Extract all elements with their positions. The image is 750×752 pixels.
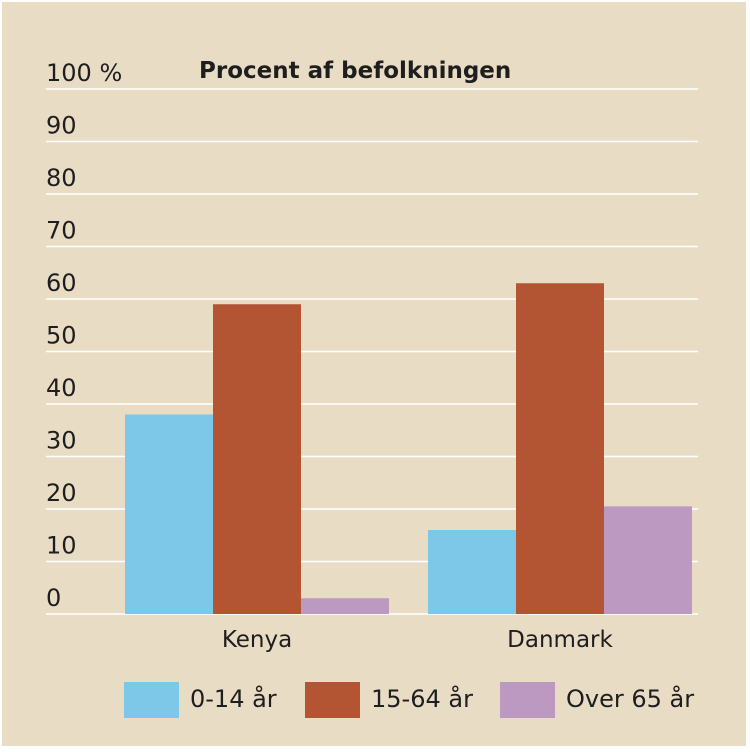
legend-swatch	[500, 682, 555, 718]
category-labels: Kenya Danmark	[222, 627, 614, 653]
legend: 0-14 år 15-64 år Over 65 år	[124, 682, 694, 718]
y-tick-label: 20	[46, 479, 77, 507]
category-label: Danmark	[507, 627, 613, 653]
category-label: Kenya	[222, 627, 292, 653]
bars	[125, 283, 692, 614]
legend-label: 0-14 år	[190, 684, 277, 713]
legend-swatch	[305, 682, 360, 718]
bar-danmark-series-3	[604, 506, 692, 614]
y-tick-label: 40	[46, 374, 77, 402]
y-tick-label: 60	[46, 269, 77, 297]
y-tick-label: 80	[46, 164, 77, 192]
legend-swatch	[124, 682, 179, 718]
y-tick-label: 90	[46, 112, 77, 140]
legend-label: Over 65 år	[566, 684, 694, 713]
y-tick-label: 30	[46, 427, 77, 455]
y-tick-label: 70	[46, 217, 77, 245]
bar-danmark-series-2	[516, 283, 604, 614]
bar-danmark-series-1	[428, 530, 516, 614]
bar-kenya-series-1	[125, 414, 213, 614]
y-axis-ticks: 0 10 20 30 40 50 60 70 80 90 100 %	[46, 59, 122, 612]
y-tick-label: 50	[46, 322, 77, 350]
legend-label: 15-64 år	[371, 684, 473, 713]
y-tick-label: 0	[46, 584, 61, 612]
y-tick-label: 10	[46, 532, 77, 560]
y-tick-label: 100 %	[46, 59, 122, 87]
bar-kenya-series-3	[301, 598, 389, 614]
bar-kenya-series-2	[213, 304, 301, 614]
chart-title: Procent af befolkningen	[199, 58, 511, 84]
